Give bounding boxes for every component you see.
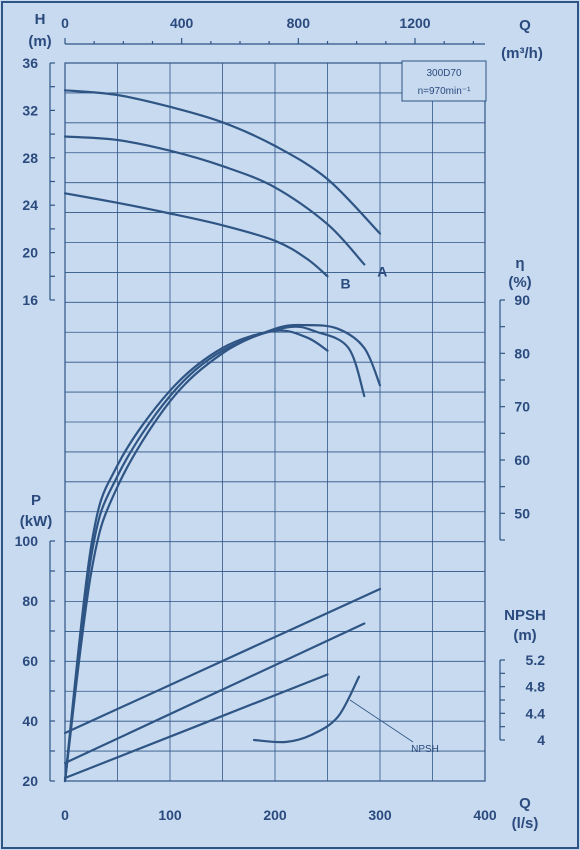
q-top-axis-label: Q <box>519 17 531 34</box>
p-axis-label-line1: P <box>31 492 41 509</box>
power-tick-label: 80 <box>22 593 38 609</box>
q-bottom-axis-label-line1: Q <box>519 795 531 812</box>
efficiency-tick-label: 80 <box>514 345 530 361</box>
grid <box>65 63 485 781</box>
efficiency-tick-label: 90 <box>514 292 530 308</box>
head-tick-label: 28 <box>22 150 38 166</box>
p-axis-label-line2: (kW) <box>20 513 53 530</box>
q-bottom-tick-label: 100 <box>158 807 182 823</box>
q-top-axis-unit: (m³/h) <box>501 45 543 62</box>
head-curve-max <box>63 89 382 235</box>
q-bottom-tick-label: 400 <box>473 807 497 823</box>
model-info-box <box>401 60 487 102</box>
efficiency-tick-label: 50 <box>514 505 530 521</box>
eta-axis-label-line1: η <box>515 255 524 272</box>
head-curve-B <box>63 192 329 278</box>
efficiency-tick-label: 70 <box>514 399 530 415</box>
plot-frame <box>64 62 486 782</box>
power-curve <box>63 622 366 765</box>
npsh-tick-label: 5.2 <box>526 652 546 668</box>
power-tick-label: 20 <box>22 773 38 789</box>
q-top-tick-label: 400 <box>170 15 194 31</box>
q-bottom-axis-label-line2: (l/s) <box>512 815 539 832</box>
npsh-tick-label: 4.4 <box>526 705 546 721</box>
power-tick-label: 40 <box>22 713 38 729</box>
head-tick-label: 32 <box>22 102 38 118</box>
head-tick-label: 20 <box>22 245 38 261</box>
head-curve-label-A: A <box>377 263 387 279</box>
npsh-axis-label-line1: NPSH <box>504 607 546 624</box>
h-axis-label-line2: (m) <box>28 33 51 50</box>
power-curve <box>63 673 329 780</box>
q-top-tick-label: 0 <box>61 15 69 31</box>
model-name: 300D70 <box>426 68 461 79</box>
q-bottom-tick-label: 200 <box>263 807 287 823</box>
h-axis-label-line1: H <box>35 11 46 28</box>
axes <box>49 38 505 782</box>
efficiency-tick-label: 60 <box>514 452 530 468</box>
efficiency-curve <box>63 323 382 783</box>
npsh-axis-label-line2: (m) <box>513 627 536 644</box>
npsh-callout-leader <box>349 699 414 743</box>
efficiency-curve <box>63 325 366 783</box>
efficiency-curve <box>63 329 329 783</box>
q-bottom-tick-label: 300 <box>368 807 392 823</box>
curves: AB <box>63 89 387 783</box>
head-curve-label-B: B <box>340 275 350 291</box>
npsh-callout-label: NPSH <box>411 744 439 755</box>
npsh-tick-label: 4 <box>537 732 545 748</box>
npsh-tick-label: 4.8 <box>526 679 546 695</box>
tick-labels: 0 400 800 1200 0 100 200 300 400 16 20 24 28 32 36 20 40… <box>15 15 546 823</box>
head-tick-label: 24 <box>22 197 38 213</box>
model-speed: n=970min⁻¹ <box>418 86 471 97</box>
power-tick-label: 60 <box>22 653 38 669</box>
power-tick-label: 100 <box>15 533 39 549</box>
q-bottom-tick-label: 0 <box>61 807 69 823</box>
head-tick-label: 16 <box>22 292 38 308</box>
head-curve-A <box>63 135 366 266</box>
head-tick-label: 36 <box>22 55 38 71</box>
q-top-tick-label: 800 <box>287 15 311 31</box>
npsh-curve <box>252 675 361 744</box>
eta-axis-label-line2: (%) <box>508 274 531 291</box>
power-curve <box>63 587 382 735</box>
q-top-tick-label: 1200 <box>399 15 430 31</box>
